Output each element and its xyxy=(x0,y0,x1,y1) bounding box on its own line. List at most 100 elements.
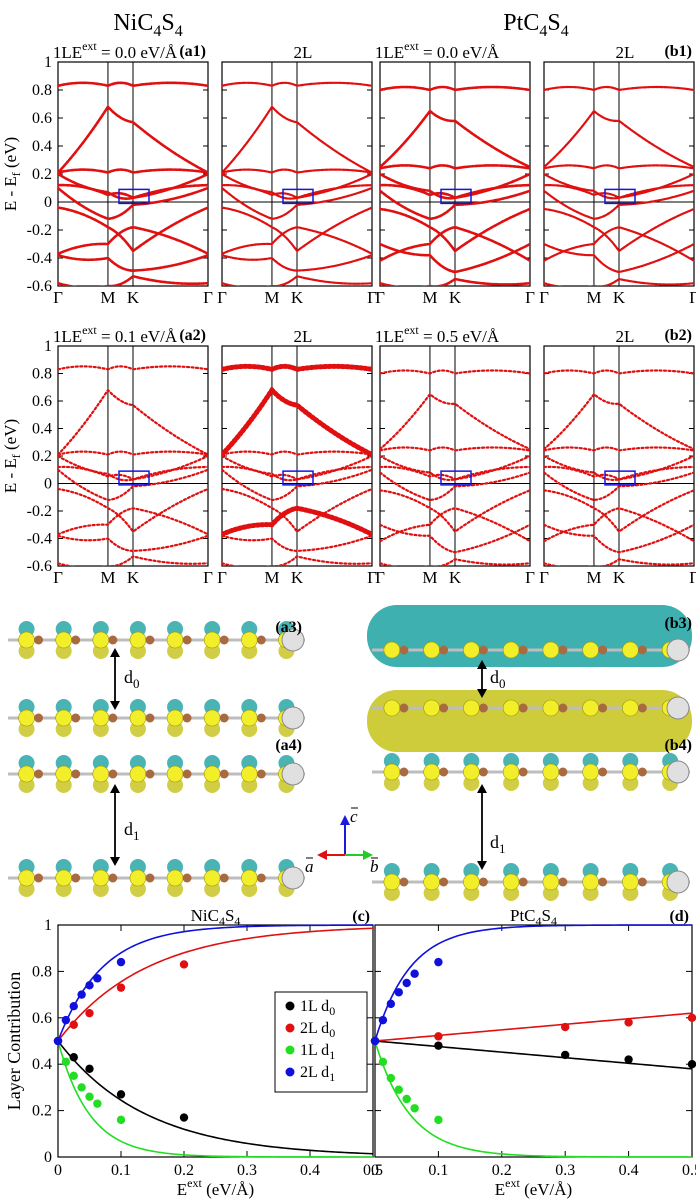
data-point xyxy=(624,1018,633,1027)
x-tick-label: 0.5 xyxy=(682,1162,696,1179)
legend-marker xyxy=(285,1045,295,1055)
axis-c-label: c xyxy=(350,807,358,826)
kpoint-label: Γ xyxy=(367,288,377,307)
dirac-cone-box xyxy=(604,188,636,205)
data-point xyxy=(370,1036,380,1046)
band-ytick-label: 0.8 xyxy=(32,82,52,99)
data-point xyxy=(394,1085,403,1094)
interlayer-distance-label: d1 xyxy=(490,832,506,856)
x-tick-label: 0.5 xyxy=(363,1162,383,1179)
data-point xyxy=(410,969,419,978)
panel-tag: (b3) xyxy=(664,615,692,632)
kpoint-label: Γ xyxy=(539,568,549,587)
x-tick-label: 0.3 xyxy=(237,1162,257,1179)
band-ytick-label: 0.6 xyxy=(32,110,52,127)
x-tick-label: 0.1 xyxy=(111,1162,131,1179)
kpoint-label: M xyxy=(586,568,601,587)
band-ytick-label: 0 xyxy=(44,194,52,211)
chart-d: 0 0.1 0.2 0.3 0.4 0.5 PtC4S4 (d) Eext (eV/Å) xyxy=(370,906,696,1199)
kpoint-label: Γ xyxy=(53,568,63,587)
fit-curve-1 xyxy=(374,1012,693,1042)
data-point xyxy=(410,1104,419,1113)
panel-b3: d0 (b3) xyxy=(367,605,692,752)
field-label-left: 1LEext = 0.1 eV/Å 2L xyxy=(53,323,313,346)
data-point xyxy=(624,1055,633,1064)
charge-density-panels: d0 (a3) d1 (a4) d0 (b3) d1 (b4) c a b xyxy=(8,605,692,901)
data-point xyxy=(69,1002,78,1011)
chart-title: NiC4S4 xyxy=(191,906,241,928)
legend-marker xyxy=(285,1001,295,1011)
kpoint-label: Γ xyxy=(217,568,227,587)
panel-tag: (a2) xyxy=(179,327,206,344)
data-point xyxy=(116,1090,126,1099)
data-point xyxy=(116,983,126,992)
fit-curve-2 xyxy=(57,1040,373,1158)
legend-label: 1L d1 xyxy=(300,1042,335,1062)
axis-a-label: a xyxy=(305,857,314,876)
fit-curve-0 xyxy=(374,1040,693,1070)
legend-label: 1L d0 xyxy=(300,998,335,1018)
field-label-left: 1LEext = 0.0 eV/Å 2L xyxy=(53,39,313,62)
band-ytick-label: 0.4 xyxy=(32,421,52,438)
y-tick-label: 0.6 xyxy=(32,1010,52,1027)
band-ytick-label: -0.4 xyxy=(27,250,52,267)
panel-tag: (c) xyxy=(352,908,370,925)
dirac-cone-box xyxy=(118,470,150,486)
band-ytick-label: 0.2 xyxy=(32,448,52,465)
kpoint-label: K xyxy=(613,568,626,587)
data-point xyxy=(179,960,189,969)
axis-b-label: b xyxy=(370,857,379,876)
band-ytick-label: -0.2 xyxy=(27,503,52,520)
kpoint-label: Γ xyxy=(203,288,213,307)
panel-tag: (b2) xyxy=(664,327,692,344)
x-tick-label: 0.4 xyxy=(619,1162,639,1179)
interlayer-distance-label: d0 xyxy=(490,667,506,691)
chart-xlabel: Eext (eV/Å) xyxy=(495,1176,572,1199)
x-tick-label: 0 xyxy=(54,1162,62,1179)
panel-tag: (b1) xyxy=(664,43,692,60)
chart-title: PtC4S4 xyxy=(510,906,557,928)
band-ytick-label: 1 xyxy=(44,54,52,71)
data-point xyxy=(116,957,126,967)
kpoint-label: Γ xyxy=(217,288,227,307)
data-point xyxy=(179,1113,189,1122)
chart-ylabel: Layer Contribution xyxy=(4,972,24,1110)
data-point xyxy=(434,1032,443,1041)
kpoint-label: K xyxy=(291,288,304,307)
data-point xyxy=(85,1064,94,1074)
kpoint-label: M xyxy=(586,288,601,307)
data-point xyxy=(561,1050,570,1060)
fit-curve-1 xyxy=(57,927,374,1042)
data-point xyxy=(402,1094,411,1104)
kpoint-label: Γ xyxy=(375,568,385,587)
kpoint-label: M xyxy=(100,288,115,307)
dirac-cone-box xyxy=(440,188,472,205)
kpoint-label: Γ xyxy=(203,568,213,587)
kpoint-label: Γ xyxy=(367,568,377,587)
data-point xyxy=(561,1022,570,1032)
data-point xyxy=(93,1099,102,1108)
panel-tag: (a1) xyxy=(179,43,206,60)
legend-label: 2L d1 xyxy=(300,1064,335,1084)
band-ytick-label: 0 xyxy=(44,476,52,493)
dirac-cone-box xyxy=(440,470,472,486)
data-point xyxy=(53,1036,63,1046)
data-point xyxy=(378,1015,388,1025)
kpoint-label: K xyxy=(127,288,140,307)
band-ylabel: E - Ef (eV) xyxy=(1,419,23,493)
x-tick-label: 0.2 xyxy=(492,1162,512,1179)
band-ytick-label: -0.2 xyxy=(27,222,52,239)
interlayer-distance-label: d1 xyxy=(124,819,140,843)
data-point xyxy=(85,1092,94,1101)
data-point xyxy=(386,999,396,1009)
data-point xyxy=(77,1083,86,1092)
dirac-cone-box xyxy=(118,188,150,205)
x-tick-label: 0.3 xyxy=(555,1162,575,1179)
data-point xyxy=(85,981,94,990)
